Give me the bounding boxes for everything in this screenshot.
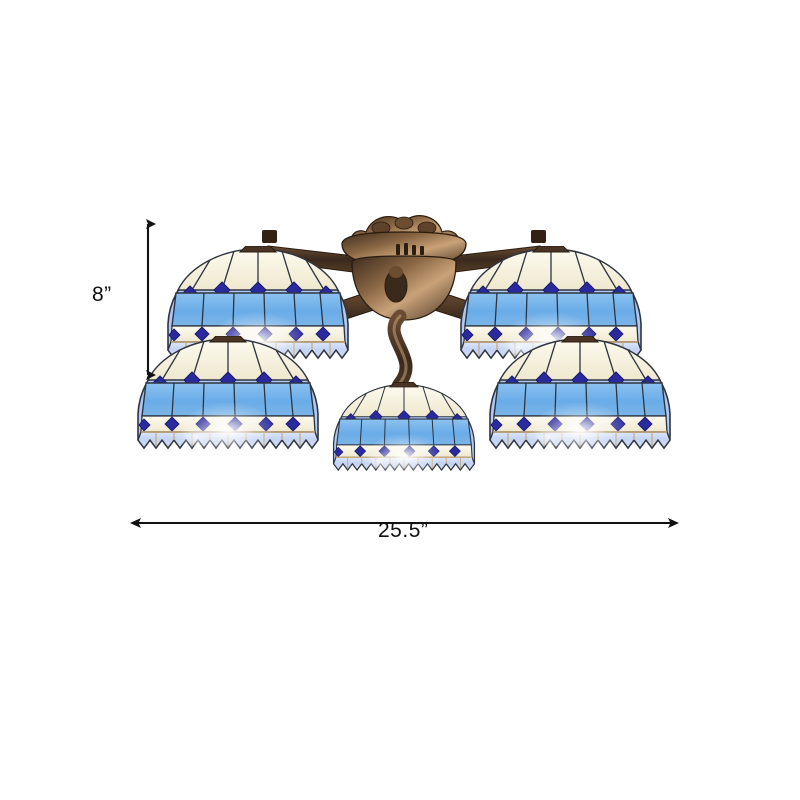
height-dimension-label: 8” — [92, 283, 112, 306]
canopy-mount — [341, 215, 467, 419]
width-dimension-label: 25.5” — [378, 519, 429, 542]
